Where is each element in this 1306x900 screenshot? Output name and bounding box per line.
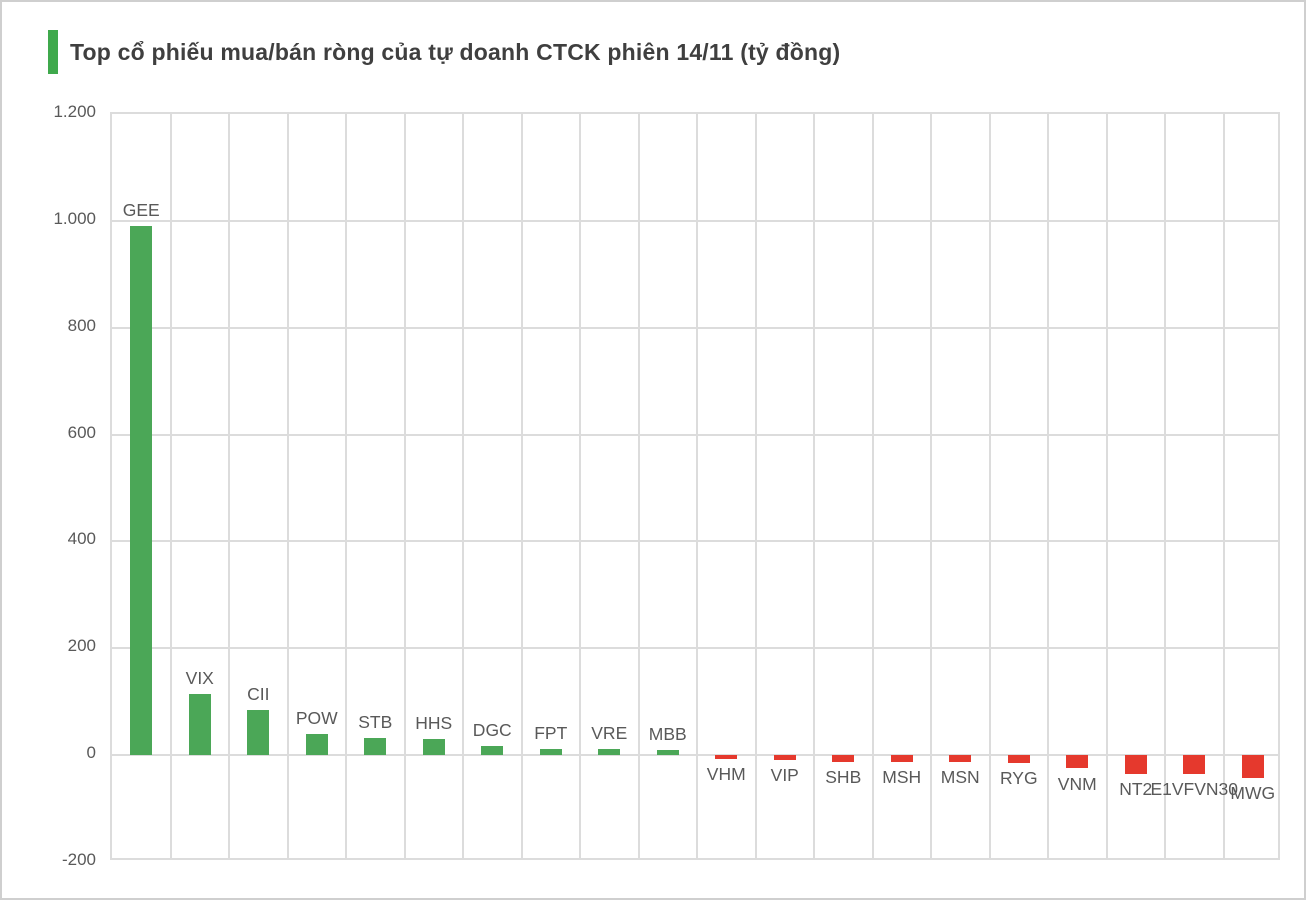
category-label-MSN: MSN — [940, 767, 980, 788]
bar-VIX — [188, 693, 211, 756]
category-label-VNM: VNM — [1057, 773, 1097, 794]
y-axis-tick-label: -200 — [61, 850, 96, 869]
gridline-vertical — [754, 114, 757, 858]
gridline-vertical — [1105, 114, 1108, 858]
category-label-CII: CII — [247, 683, 270, 704]
gridline-horizontal — [112, 326, 1278, 329]
category-label-VIP: VIP — [770, 765, 799, 786]
gridline-horizontal — [112, 219, 1278, 222]
bar-NT2 — [1124, 755, 1147, 774]
gridline-vertical — [871, 114, 874, 858]
gridline-vertical — [696, 114, 698, 858]
category-label-MWG: MWG — [1230, 782, 1276, 803]
bar-SHB — [832, 755, 855, 762]
bar-MWG — [1241, 755, 1264, 778]
chart-title: Top cổ phiếu mua/bán ròng của tự doanh C… — [70, 38, 841, 65]
category-label-GEE: GEE — [122, 200, 160, 221]
bar-E1VFVN30 — [1183, 755, 1206, 774]
category-label-FPT: FPT — [534, 722, 568, 743]
y-axis-tick-label: 0 — [86, 743, 96, 763]
bar-VNM — [1066, 755, 1089, 769]
gridline-vertical — [1164, 114, 1166, 858]
y-axis-tick-label: 200 — [67, 636, 96, 656]
gridline-vertical — [403, 114, 406, 858]
category-label-VIX: VIX — [185, 667, 214, 688]
category-label-POW: POW — [295, 707, 338, 728]
gridline-vertical — [988, 114, 991, 858]
gridline-vertical — [286, 114, 289, 858]
bar-FPT — [539, 748, 562, 756]
gridline-vertical — [1222, 114, 1225, 858]
category-label-HHS: HHS — [415, 713, 453, 734]
bar-MSH — [890, 755, 913, 762]
gridline-horizontal — [112, 647, 1278, 650]
category-label-SHB: SHB — [825, 766, 862, 787]
bar-DGC — [481, 745, 504, 756]
category-label-VHM: VHM — [706, 764, 746, 785]
bar-MSN — [949, 755, 972, 763]
y-axis-tick-label: 600 — [67, 422, 96, 442]
bar-VRE — [598, 749, 621, 756]
y-axis-tick-label: 400 — [67, 529, 96, 549]
category-label-MSH: MSH — [882, 766, 922, 787]
category-label-VRE: VRE — [591, 723, 628, 744]
gridline-vertical — [1047, 114, 1049, 858]
y-axis-tick-label: 1.000 — [53, 208, 96, 228]
bar-POW — [305, 733, 328, 756]
title-accent-bar — [48, 30, 58, 74]
bar-VHM — [715, 755, 738, 760]
gridline-horizontal — [112, 754, 1278, 757]
plot-area: GEE VIX CII POW STB HHS DGC FPT VRE MBB VHM VIP SHB M… — [110, 112, 1280, 860]
category-label-MBB: MBB — [648, 724, 687, 745]
gridline-vertical — [520, 114, 523, 858]
category-label-STB: STB — [358, 711, 393, 732]
bar-RYG — [1007, 755, 1030, 764]
bar-MBB — [656, 750, 679, 756]
bar-HHS — [422, 739, 445, 756]
gridline-vertical — [813, 114, 815, 858]
bar-CII — [247, 709, 270, 756]
category-label-DGC: DGC — [472, 719, 512, 740]
gridline-vertical — [637, 114, 640, 858]
bar-STB — [364, 737, 387, 756]
gridline-vertical — [345, 114, 347, 858]
category-label-RYG: RYG — [999, 768, 1038, 789]
y-axis-tick-label: 1.200 — [53, 102, 96, 121]
category-label-NT2: NT2 — [1119, 778, 1153, 799]
gridline-horizontal — [112, 540, 1278, 543]
category-label-E1VFVN30: E1VFVN30 — [1150, 778, 1239, 799]
gridline-vertical — [930, 114, 932, 858]
bar-VIP — [773, 755, 796, 761]
bar-GEE — [130, 226, 153, 756]
gridline-vertical — [169, 114, 172, 858]
gridline-horizontal — [112, 433, 1278, 436]
gridline-vertical — [579, 114, 581, 858]
y-axis-tick-label: 800 — [67, 315, 96, 335]
gridline-vertical — [462, 114, 464, 858]
chart-header: Top cổ phiếu mua/bán ròng của tự doanh C… — [48, 30, 840, 74]
gridline-vertical — [228, 114, 230, 858]
